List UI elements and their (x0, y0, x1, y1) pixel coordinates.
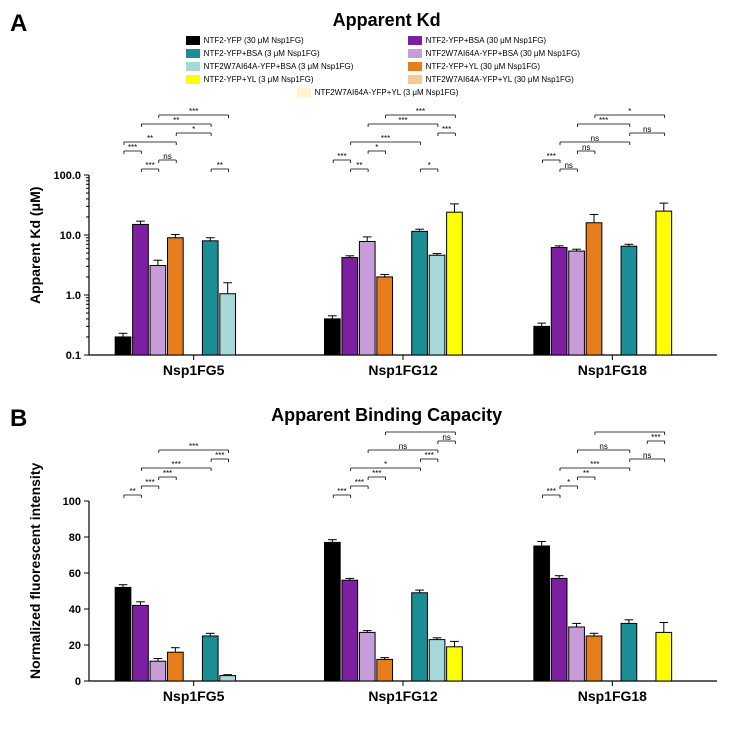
legend-label: NTF2-YFP+BSA (3 μM Nsp1FG) (204, 49, 320, 58)
svg-text:**: ** (357, 161, 363, 170)
svg-text:Nsp1FG5: Nsp1FG5 (163, 688, 225, 704)
svg-text:***: *** (163, 469, 172, 478)
svg-text:*: * (376, 143, 379, 152)
legend-label: NTF2W7AI64A-YFP+BSA (3 μM Nsp1FG) (204, 62, 354, 71)
svg-text:ns: ns (399, 442, 407, 451)
legend-swatch (408, 49, 422, 58)
legend-item: NTF2-YFP+YL (30 μM Nsp1FG) (408, 62, 618, 71)
panel-a-ylabel: Apparent Kd (μM) (27, 105, 43, 385)
svg-text:***: *** (591, 460, 600, 469)
svg-text:*: * (629, 107, 632, 116)
svg-text:Nsp1FG12: Nsp1FG12 (369, 688, 438, 704)
svg-text:20: 20 (69, 640, 81, 652)
svg-text:*: * (384, 460, 387, 469)
legend-swatch (186, 36, 200, 45)
panel-a-title: Apparent Kd (27, 10, 746, 31)
svg-text:100.0: 100.0 (54, 170, 82, 182)
svg-text:0.1: 0.1 (66, 350, 81, 362)
svg-text:1.0: 1.0 (66, 290, 81, 302)
svg-text:*: * (568, 478, 571, 487)
svg-text:**: ** (583, 469, 589, 478)
legend-swatch (408, 75, 422, 84)
svg-text:***: *** (146, 161, 155, 170)
legend-swatch (186, 75, 200, 84)
svg-text:**: ** (147, 134, 153, 143)
svg-text:*: * (192, 125, 195, 134)
svg-text:**: ** (217, 161, 223, 170)
svg-text:***: *** (355, 478, 364, 487)
svg-text:***: *** (128, 143, 137, 152)
legend-label: NTF2-YFP (30 μM Nsp1FG) (204, 36, 304, 45)
svg-text:***: *** (373, 469, 382, 478)
svg-text:***: *** (146, 478, 155, 487)
legend: NTF2-YFP (30 μM Nsp1FG) NTF2-YFP+BSA (30 … (87, 36, 716, 97)
svg-text:***: *** (599, 116, 608, 125)
svg-text:***: *** (172, 460, 181, 469)
svg-text:Nsp1FG12: Nsp1FG12 (369, 362, 438, 378)
svg-text:***: *** (425, 451, 434, 460)
svg-text:ns: ns (591, 134, 599, 143)
panel-a: A Apparent Kd NTF2-YFP (30 μM Nsp1FG)NTF… (10, 10, 746, 385)
svg-text:***: *** (338, 152, 347, 161)
legend-item: NTF2-YFP+BSA (30 μM Nsp1FG) (408, 36, 618, 45)
svg-text:Nsp1FG18: Nsp1FG18 (578, 688, 647, 704)
svg-text:ns: ns (582, 143, 590, 152)
svg-text:ns: ns (643, 451, 651, 460)
legend-swatch (186, 49, 200, 58)
svg-text:***: *** (652, 433, 661, 442)
legend-item: NTF2W7AI64A-YFP+BSA (3 μM Nsp1FG) (186, 62, 396, 71)
svg-text:***: *** (216, 451, 225, 460)
svg-text:***: *** (189, 107, 198, 116)
legend-item: NTF2W7AI64A-YFP+YL (3 μM Nsp1FG) (297, 88, 507, 97)
legend-item: NTF2-YFP (30 μM Nsp1FG) (186, 36, 396, 45)
legend-item: NTF2-YFP+BSA (3 μM Nsp1FG) (186, 49, 396, 58)
legend-swatch (408, 62, 422, 71)
svg-text:Nsp1FG18: Nsp1FG18 (578, 362, 647, 378)
legend-swatch (297, 88, 311, 97)
svg-text:***: *** (381, 134, 390, 143)
legend-label: NTF2-YFP+YL (30 μM Nsp1FG) (426, 62, 540, 71)
legend-label: NTF2-YFP+YL (3 μM Nsp1FG) (204, 75, 314, 84)
svg-text:*: * (428, 161, 431, 170)
svg-text:***: *** (547, 487, 556, 496)
legend-item: NTF2W7AI64A-YFP+YL (30 μM Nsp1FG) (408, 75, 618, 84)
svg-text:***: *** (416, 431, 425, 433)
svg-text:60: 60 (69, 568, 81, 580)
svg-text:***: *** (189, 442, 198, 451)
legend-swatch (408, 36, 422, 45)
svg-text:80: 80 (69, 532, 81, 544)
panel-b-title: Apparent Binding Capacity (27, 405, 746, 426)
legend-item: NTF2W7AI64A-YFP+BSA (30 μM Nsp1FG) (408, 49, 618, 58)
chart-a: 0.11.010.0100.0Nsp1FG5******ns**********… (47, 105, 727, 385)
svg-text:**: ** (130, 487, 136, 496)
chart-b: 020406080100Nsp1FG5*****************Nsp1… (47, 431, 727, 711)
svg-text:***: *** (547, 152, 556, 161)
svg-text:0: 0 (75, 676, 81, 688)
svg-text:ns: ns (643, 125, 651, 134)
panel-b-label: B (10, 405, 27, 433)
svg-text:ns: ns (443, 433, 451, 442)
legend-swatch (186, 62, 200, 71)
svg-text:***: *** (399, 116, 408, 125)
svg-text:100: 100 (63, 496, 81, 508)
legend-label: NTF2W7AI64A-YFP+BSA (30 μM Nsp1FG) (426, 49, 580, 58)
svg-text:**: ** (173, 116, 179, 125)
legend-label: NTF2-YFP+BSA (30 μM Nsp1FG) (426, 36, 546, 45)
panel-b: B Apparent Binding Capacity Normalized f… (10, 405, 746, 711)
legend-label: NTF2W7AI64A-YFP+YL (3 μM Nsp1FG) (315, 88, 459, 97)
svg-text:10.0: 10.0 (60, 230, 81, 242)
svg-text:***: *** (338, 487, 347, 496)
legend-label: NTF2W7AI64A-YFP+YL (30 μM Nsp1FG) (426, 75, 574, 84)
panel-b-ylabel: Normalized fluorescent intensity (27, 431, 43, 711)
legend-item: NTF2-YFP+YL (3 μM Nsp1FG) (186, 75, 396, 84)
svg-text:ns: ns (164, 152, 172, 161)
panel-a-label: A (10, 10, 27, 38)
svg-text:ns: ns (626, 431, 634, 433)
svg-text:Nsp1FG5: Nsp1FG5 (163, 362, 225, 378)
svg-text:ns: ns (600, 442, 608, 451)
svg-text:***: *** (442, 125, 451, 134)
svg-text:ns: ns (565, 161, 573, 170)
svg-text:***: *** (416, 107, 425, 116)
svg-text:40: 40 (69, 604, 81, 616)
